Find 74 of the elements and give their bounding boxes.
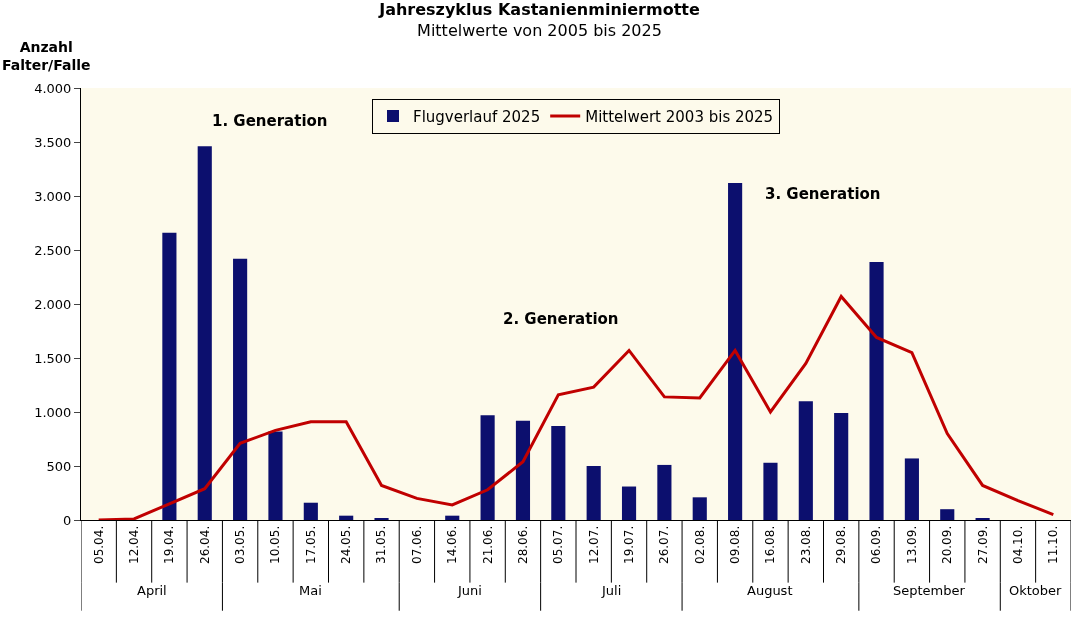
x-tick-label: 21.06. (480, 525, 495, 564)
x-tick-label: 13.09. (904, 525, 919, 564)
x-tick-label: 29.08. (834, 525, 849, 564)
bar (586, 466, 601, 520)
bar (445, 515, 460, 520)
x-tick-label: 05.04. (91, 525, 106, 564)
line-series (97, 294, 1055, 520)
x-tick-label: 06.09. (869, 525, 884, 564)
bar (763, 462, 778, 520)
y-tick-label: 2.500 (34, 242, 72, 258)
bar (728, 183, 743, 520)
text: Juni (457, 583, 482, 598)
y-tick-label: 3.000 (34, 188, 72, 204)
x-tick-label: 07.06. (409, 525, 424, 564)
annotation: 2. Generation (503, 310, 619, 328)
x-tick-label: 17.05. (303, 525, 318, 564)
text: August (747, 583, 793, 598)
text: Mai (299, 583, 322, 598)
x-tick-label: 27.09. (975, 525, 990, 564)
x-tick-label: 14.06. (445, 525, 460, 564)
bar (480, 415, 495, 520)
x-tick-label: 26.07. (657, 525, 672, 564)
x-tick-label: 12.04. (126, 525, 141, 564)
bar (233, 258, 248, 520)
chart-title: Jahreszyklus Kastanienminiermotte (378, 0, 700, 20)
bar (197, 146, 212, 520)
y-tick-label: 1.500 (34, 350, 72, 366)
bar (268, 431, 283, 520)
x-tick-label: 20.09. (940, 525, 955, 564)
bar (621, 486, 637, 520)
bar (339, 515, 354, 520)
x-tick-label: 28.06. (515, 525, 530, 564)
bar (692, 497, 707, 520)
x-tick-label: 10.05. (268, 525, 283, 564)
x-tick-label: 12.07. (586, 525, 601, 564)
x-tick-label: 11.10. (1046, 525, 1061, 564)
legend-label: Mittelwert 2003 bis 2025 (585, 107, 774, 126)
bar (515, 420, 531, 520)
x-tick-label: 19.04. (162, 525, 177, 564)
x-tick-label: 24.05. (339, 525, 354, 564)
y-tick-label: 500 (46, 458, 72, 474)
x-tick-label: 31.05. (374, 525, 389, 564)
annotation: 1. Generation (212, 112, 328, 130)
x-tick-label: 02.08. (692, 525, 707, 564)
x-tick-label: 16.08. (763, 525, 778, 564)
x-tick-label: 04.10. (1010, 525, 1025, 564)
text: Oktober (1009, 583, 1063, 598)
bar (940, 509, 955, 520)
y-axis-title: Anzahl Falter/Falle (2, 39, 91, 74)
x-tick-label: 23.08. (798, 525, 813, 564)
chart-subtitle: Mittelwerte von 2005 bis 2025 (417, 21, 662, 41)
bar (551, 426, 566, 520)
x-tick-label: 03.05. (233, 525, 248, 564)
y-tick-label: 4.000 (34, 80, 72, 96)
legend-label: Flugverlauf 2025 (413, 107, 541, 126)
text: April (137, 583, 167, 598)
x-tick-label: 26.04. (197, 525, 212, 564)
y-tick-label: 2.000 (34, 296, 72, 312)
y-tick-label: 0 (63, 512, 72, 528)
text: Juli (601, 583, 622, 598)
bar (904, 458, 919, 520)
text: September (893, 583, 966, 598)
bar (657, 464, 672, 520)
x-tick-label: 05.07. (551, 525, 566, 564)
x-tick-label: 09.08. (728, 525, 743, 564)
bar (798, 401, 813, 520)
y-tick-label: 3.500 (34, 134, 72, 150)
x-tick-label: 19.07. (621, 525, 636, 564)
bar (162, 232, 177, 520)
bar (869, 261, 884, 520)
annotation: 3. Generation (765, 185, 881, 203)
bar (834, 413, 849, 520)
bar (303, 502, 318, 520)
y-tick-label: 1.000 (34, 404, 72, 420)
